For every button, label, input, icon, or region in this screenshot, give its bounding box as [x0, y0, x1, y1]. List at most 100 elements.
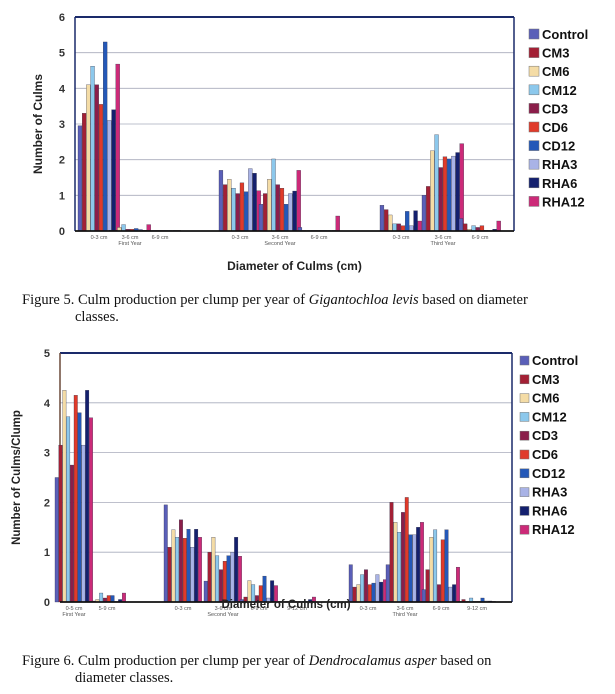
- bar-rha12: [146, 224, 151, 232]
- bar-cd6: [106, 595, 111, 603]
- legend-swatch-cd6: [519, 449, 530, 460]
- bar-rha6: [194, 529, 199, 603]
- bar-cd3: [94, 84, 99, 232]
- legend-swatch-cd3: [528, 103, 540, 114]
- year-label: First Year: [62, 612, 85, 618]
- y-tick-label: 5: [44, 348, 50, 360]
- bar-cm12: [360, 574, 365, 603]
- x-category-label: 0-5 cm: [66, 606, 83, 612]
- bar-cm6: [86, 84, 91, 232]
- x-category-label: 3-6 cm: [397, 606, 414, 612]
- y-tick-label: 2: [44, 497, 50, 509]
- bar-rha3: [248, 168, 253, 232]
- legend-swatch-cm6: [519, 393, 530, 403]
- x-category-label: 6-9 cm: [251, 606, 268, 612]
- bar-cm3: [425, 569, 430, 603]
- x-category-label: 3-6 cm: [435, 235, 452, 241]
- bar-cm3: [352, 586, 357, 603]
- bar-cd3: [275, 184, 280, 232]
- bar-cm3: [263, 193, 268, 232]
- y-axis-title: Number of Culms/Clump: [11, 410, 23, 545]
- bar-cm6: [388, 214, 393, 232]
- caption-6-species: Dendrocalamus asper: [308, 653, 437, 669]
- bar-rha6: [111, 109, 116, 232]
- bar-cm3: [82, 113, 87, 232]
- x-category-label: 6-9 cm: [311, 235, 328, 241]
- x-category-label: 9-12 cm: [287, 606, 307, 612]
- x-axis-title: Diameter of Culms (cm): [227, 259, 362, 273]
- bar-cm12: [231, 188, 236, 232]
- bar-cd12: [77, 412, 82, 603]
- year-label: Third Year: [392, 612, 417, 618]
- bar-cm12: [121, 224, 126, 232]
- bar-cd12: [103, 41, 108, 232]
- legend-swatch-rha3: [519, 487, 530, 497]
- legend-swatch-cm3: [528, 47, 540, 58]
- bar-rha12: [417, 220, 422, 232]
- bar-cd6: [222, 561, 227, 603]
- bar-cm12: [90, 66, 95, 232]
- legend: Control CM3 CM6 CM12 CD3 CD6 CD12 RHA3 RHA6 RHA12: [528, 27, 588, 209]
- bar-rha3: [288, 193, 293, 232]
- caption-6-prefix: Figure 6. Culm production per clump per …: [22, 653, 309, 669]
- legend-label-cm3: CM3: [532, 372, 559, 387]
- bar-cd12: [284, 204, 289, 232]
- bar-cm6: [62, 390, 67, 603]
- bar-cm6: [356, 584, 361, 603]
- year-label: Third Year: [430, 241, 455, 247]
- bar-cd12: [186, 529, 191, 603]
- bar-rha6: [379, 581, 384, 603]
- legend-label-cm12: CM12: [542, 83, 577, 98]
- figure-5-svg: 0 1 2 3 4 5 6 0-3 cm 3-6 cm 6-9 cm 0-3 cm 3-6 cm 6-9…: [31, 12, 588, 273]
- bar-cm6: [227, 179, 232, 232]
- bar-rha12: [459, 143, 464, 232]
- bar-cd12: [444, 529, 449, 603]
- legend-label-cd3: CD3: [532, 428, 558, 443]
- legend-swatch-rha12: [528, 196, 540, 207]
- bar-cd3: [235, 193, 240, 232]
- bar-cm6: [429, 537, 434, 603]
- figure-5-caption: Figure 5. Culm production per clump per …: [22, 292, 602, 326]
- year-label: First Year: [118, 241, 141, 247]
- bar-cd6: [442, 156, 448, 232]
- legend: Control CM3 CM6 CM12 CD3 CD6 CD12 RHA3 RHA6 RHA12: [519, 353, 578, 537]
- bar-rha12: [115, 63, 120, 232]
- x-category-label: 0-3 cm: [175, 606, 192, 612]
- bar-rha6: [452, 584, 457, 603]
- legend-label-rha12: RHA12: [542, 194, 585, 209]
- bar-rha3: [107, 120, 112, 232]
- legend-label-control: Control: [532, 353, 578, 368]
- y-tick-label: 4: [59, 83, 66, 95]
- bar-cd3: [401, 512, 405, 603]
- bar-rha3: [190, 547, 195, 603]
- x-category-label: 3-6 cm: [122, 235, 139, 241]
- legend-label-cd12: CD12: [532, 466, 565, 481]
- bar-cd12: [110, 595, 115, 603]
- legend-label-rha3: RHA3: [542, 157, 577, 172]
- bar-rha3: [448, 586, 453, 603]
- bar-cm6: [171, 529, 176, 603]
- bar-control: [421, 195, 427, 232]
- bar-cm3: [463, 223, 468, 232]
- bar-cm6: [211, 537, 216, 603]
- y-tick-label: 0: [44, 597, 50, 609]
- x-category-label: 6-9 cm: [472, 235, 489, 241]
- caption-5-suffix: based on diameter: [418, 292, 528, 308]
- bar-control: [218, 170, 224, 232]
- bar-rha3: [81, 444, 86, 603]
- bar-cd12: [371, 582, 376, 603]
- bar-cm12: [392, 223, 397, 232]
- x-axis-title: Diameter of Culms (cm): [221, 599, 350, 611]
- bar-rha12: [89, 417, 93, 603]
- year-label: Second Year: [264, 241, 295, 247]
- y-tick-label: 0: [59, 226, 65, 238]
- bar-rha6: [252, 173, 257, 232]
- caption-6-line2: diameter classes.: [75, 670, 174, 686]
- x-category-label: 0-3 cm: [360, 606, 377, 612]
- legend-swatch-cm12: [528, 84, 540, 96]
- bar-control: [203, 580, 208, 603]
- figure-6-chart: 0 1 2 3 4 5 0-5 cm 5-9 cm 0-3 cm 3-6 cm 6-9 cm 9-12…: [0, 340, 615, 625]
- x-category-label: 6-9 cm: [152, 235, 169, 241]
- legend-label-cd3: CD3: [542, 101, 568, 116]
- legend-swatch-cd12: [519, 468, 530, 479]
